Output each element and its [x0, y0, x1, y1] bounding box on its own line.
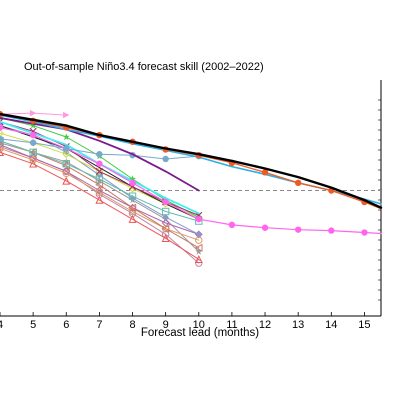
data-point: [29, 139, 37, 146]
data-point: [0, 118, 4, 123]
data-point: [328, 227, 335, 234]
plot-area: [0, 80, 383, 317]
data-point: [95, 195, 104, 204]
series-line: [0, 140, 200, 222]
data-point: [261, 169, 269, 176]
data-point: [294, 226, 302, 233]
data-point: [195, 231, 202, 238]
data-point: [161, 224, 170, 233]
data-point: [161, 219, 170, 227]
series-line: [0, 126, 382, 235]
data-point: [0, 120, 4, 126]
data-point: [95, 167, 103, 175]
x-tick-label: 10: [193, 319, 205, 331]
data-point: [0, 129, 4, 138]
data-point: [95, 188, 104, 197]
x-tick-label: 11: [226, 319, 237, 331]
data-point: [194, 243, 203, 252]
data-point: [128, 175, 137, 183]
data-point: [162, 155, 169, 163]
data-point: [95, 175, 104, 183]
series-12: [0, 137, 203, 225]
data-point: [128, 207, 137, 216]
data-point: [161, 233, 170, 242]
series-line: [0, 112, 383, 209]
data-point: [62, 150, 71, 159]
data-point: [0, 144, 4, 153]
x-tick-label: 8: [129, 319, 135, 331]
data-point: [29, 148, 37, 157]
data-point: [162, 198, 169, 206]
data-point: [62, 133, 70, 141]
data-point: [0, 135, 4, 143]
data-point: [228, 221, 236, 229]
data-point: [0, 142, 4, 151]
data-point: [62, 158, 70, 165]
series-line: [0, 151, 200, 260]
data-point: [62, 176, 71, 185]
series-15: [0, 144, 203, 244]
data-point: [0, 137, 4, 145]
series-line: [0, 144, 200, 235]
data-point: [194, 254, 203, 263]
data-point: [195, 215, 202, 223]
data-point: [63, 111, 70, 119]
data-point: [128, 203, 137, 212]
data-point: [96, 151, 103, 158]
data-point: [63, 145, 70, 152]
data-point: [29, 159, 38, 168]
series-1: [0, 110, 382, 210]
data-point: [62, 169, 70, 178]
x-tick-label: 4: [0, 319, 3, 331]
x-tick-label: 9: [163, 319, 169, 331]
data-point: [161, 207, 170, 216]
data-point: [161, 230, 170, 239]
series-6: [0, 109, 70, 119]
data-point: [29, 121, 37, 129]
data-point: [128, 192, 137, 200]
data-point: [162, 214, 169, 221]
data-point: [96, 160, 103, 167]
data-point: [29, 131, 37, 139]
x-tick-label: 12: [259, 319, 271, 331]
x-axis-ticks: 4 5 6 7 8 9 10 11 12 13 14 15: [0, 312, 371, 331]
x-tick-label: 14: [325, 319, 337, 331]
data-point: [0, 147, 5, 156]
data-point: [0, 124, 4, 131]
data-point: [128, 214, 137, 223]
data-point: [129, 179, 136, 187]
data-point: [294, 179, 302, 187]
data-point: [95, 180, 104, 189]
x-tick-label: 5: [30, 319, 36, 331]
data-point: [261, 224, 269, 231]
data-point: [195, 247, 203, 255]
data-point: [29, 109, 37, 117]
data-point: [361, 229, 368, 236]
chart-title: Out-of-sample Niño3.4 forecast skill (20…: [24, 61, 264, 73]
x-axis-label: Forecast lead (months): [141, 327, 259, 339]
data-point: [195, 259, 203, 267]
series-0: [0, 112, 383, 209]
x-tick-label: 13: [292, 319, 304, 331]
data-point: [62, 160, 70, 168]
x-tick-label: 7: [96, 319, 102, 331]
data-point: [29, 156, 37, 164]
x-tick-label: 6: [63, 319, 69, 331]
data-point: [95, 177, 103, 184]
x-tick-label: 15: [358, 319, 370, 331]
series-16: [0, 147, 203, 263]
